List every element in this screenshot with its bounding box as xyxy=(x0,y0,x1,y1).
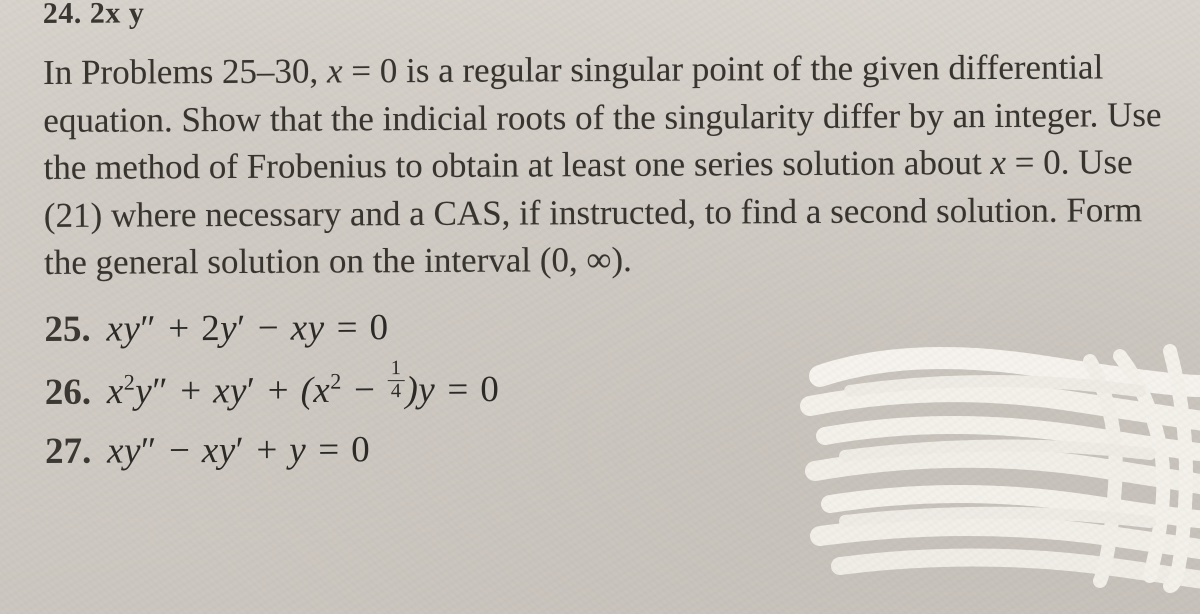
whiteout-scribble xyxy=(790,336,1200,596)
cutoff-previous-line: 24. 2x y xyxy=(43,0,1179,31)
intro-prefix: In Problems 25–30, xyxy=(43,51,327,91)
problem-number: 26. xyxy=(45,363,93,421)
intro-var-x-2: x xyxy=(990,143,1006,182)
intro-var-x: x xyxy=(327,51,343,90)
problem-number: 27. xyxy=(45,423,93,481)
section-instructions: In Problems 25–30, x = 0 is a regular si… xyxy=(43,43,1180,287)
problem-equation: xy″ + 2y′ − xy = 0 xyxy=(106,299,388,358)
problem-equation: x2y″ + xy′ + (x2 − 14)y = 0 xyxy=(107,358,500,421)
intro-eq0: = 0 xyxy=(342,51,397,90)
intro-eq0-2: = 0. xyxy=(1006,143,1078,182)
problem-number: 25. xyxy=(44,301,92,359)
problem-equation: xy″ − xy′ + y = 0 xyxy=(107,421,370,480)
